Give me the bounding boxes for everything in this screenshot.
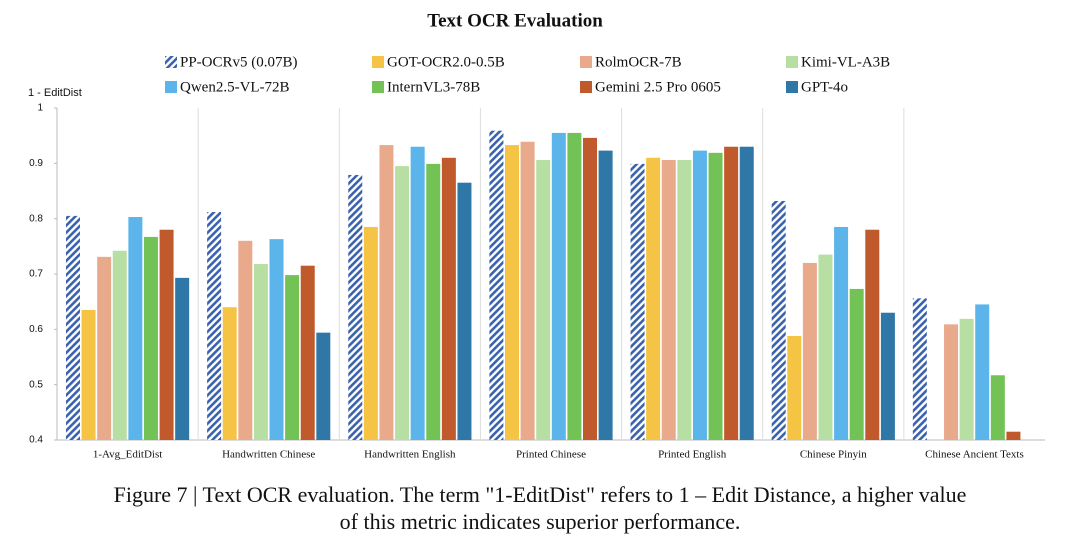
bar xyxy=(944,324,959,440)
caption: Figure 7 | Text OCR evaluation. The term… xyxy=(114,482,967,507)
y-tick-label: 0.6 xyxy=(29,324,43,335)
bar xyxy=(912,298,927,440)
x-tick-label: 1-Avg_EditDist xyxy=(93,449,162,461)
bar xyxy=(285,275,300,440)
x-tick-label: Chinese Pinyin xyxy=(800,449,867,461)
bar xyxy=(300,265,315,440)
legend-swatch xyxy=(580,56,592,68)
bar xyxy=(598,150,613,440)
bar xyxy=(818,254,833,440)
bar xyxy=(395,166,410,440)
x-tick-label: Printed Chinese xyxy=(516,449,586,461)
legend-swatch xyxy=(372,81,384,93)
legend-label: GOT-OCR2.0-0.5B xyxy=(387,54,505,70)
bar xyxy=(143,236,158,440)
bar xyxy=(112,250,127,440)
bar xyxy=(207,212,222,440)
bar xyxy=(692,150,707,440)
bar xyxy=(426,163,441,441)
bar xyxy=(646,157,661,441)
legend-swatch xyxy=(580,81,592,93)
bar xyxy=(708,152,723,440)
legend-label: InternVL3-78B xyxy=(387,79,480,95)
bar xyxy=(849,288,864,440)
bar xyxy=(551,132,566,440)
bar xyxy=(97,256,112,440)
legend-swatch xyxy=(786,81,798,93)
x-tick-label: Printed English xyxy=(658,449,727,461)
bar xyxy=(128,217,143,440)
bar xyxy=(520,141,535,440)
y-axis-label: 1 - EditDist xyxy=(28,87,82,99)
y-tick-label: 0.8 xyxy=(29,213,43,224)
legend-label: Gemini 2.5 Pro 0605 xyxy=(595,79,721,95)
bar xyxy=(505,145,519,440)
bar xyxy=(567,132,582,440)
bar xyxy=(316,332,331,440)
bar xyxy=(175,277,190,440)
bar xyxy=(253,264,268,440)
bar xyxy=(834,226,849,440)
bar xyxy=(661,160,676,440)
y-tick-label: 0.9 xyxy=(29,158,43,169)
bar xyxy=(739,146,754,440)
bar xyxy=(975,304,990,440)
bar xyxy=(771,200,786,440)
bar xyxy=(583,137,597,440)
chart-title: Text OCR Evaluation xyxy=(427,10,603,31)
legend-swatch xyxy=(372,56,384,68)
bar xyxy=(802,262,817,440)
bar xyxy=(959,318,974,440)
bar xyxy=(222,307,237,440)
bar xyxy=(81,309,96,440)
bar xyxy=(348,174,363,440)
bar xyxy=(489,130,504,441)
legend-swatch xyxy=(786,56,798,68)
bar xyxy=(630,163,645,441)
bar xyxy=(441,157,456,441)
bar xyxy=(159,229,174,440)
bar xyxy=(457,182,472,440)
bar xyxy=(1006,431,1021,440)
y-tick-label: 0.5 xyxy=(29,379,43,390)
x-tick-label: Handwritten Chinese xyxy=(222,449,315,461)
legend-label: Kimi-VL-A3B xyxy=(801,54,890,70)
bar xyxy=(238,240,253,440)
y-tick-label: 1 xyxy=(37,103,43,114)
x-tick-label: Chinese Ancient Texts xyxy=(925,449,1024,461)
bar xyxy=(990,375,1005,440)
bar xyxy=(65,215,80,440)
x-tick-label: Handwritten English xyxy=(364,449,456,461)
bar xyxy=(787,335,802,440)
caption: of this metric indicates superior perfor… xyxy=(340,509,741,534)
legend-label: GPT-4o xyxy=(801,79,848,95)
bar xyxy=(379,145,394,440)
legend-swatch xyxy=(165,56,177,68)
bar xyxy=(269,239,284,440)
legend-label: PP-OCRv5 (0.07B) xyxy=(180,54,298,70)
bar xyxy=(677,160,692,440)
bar xyxy=(363,226,378,440)
legend-label: RolmOCR-7B xyxy=(595,54,682,70)
bar xyxy=(880,312,895,440)
legend-swatch xyxy=(165,81,177,93)
bar xyxy=(410,146,425,440)
bar xyxy=(865,229,880,440)
bar xyxy=(724,146,739,440)
bar xyxy=(536,160,551,440)
y-tick-label: 0.4 xyxy=(29,435,43,446)
legend-label: Qwen2.5-VL-72B xyxy=(180,79,290,95)
y-tick-label: 0.7 xyxy=(29,269,43,280)
